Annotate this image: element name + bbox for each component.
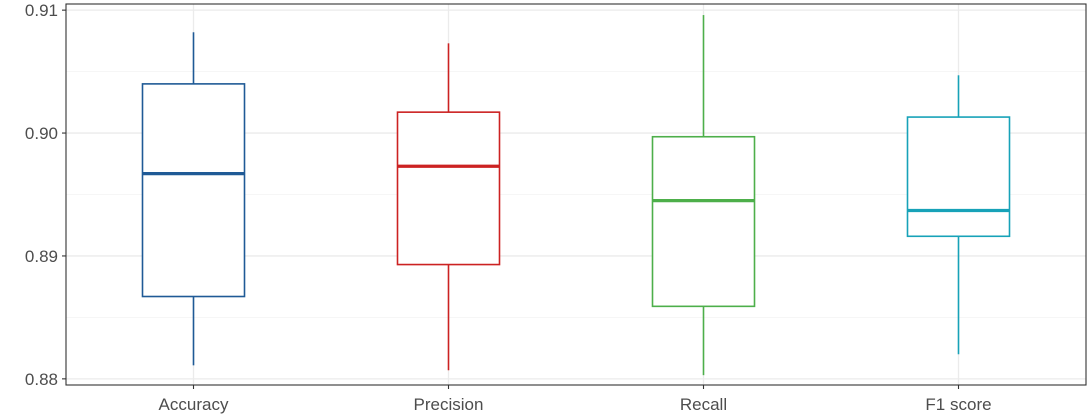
box-iqr — [651, 135, 756, 308]
y-tick-label: 0.89 — [25, 247, 58, 266]
y-tick-label: 0.91 — [25, 1, 58, 20]
y-tick-label: 0.90 — [25, 124, 58, 143]
box-iqr — [396, 111, 501, 266]
x-tick-label: Precision — [414, 395, 484, 414]
x-tick-label: Accuracy — [159, 395, 229, 414]
y-tick-label: 0.88 — [25, 370, 58, 389]
box-iqr — [906, 116, 1011, 238]
panel-border — [65, 3, 1087, 386]
x-tick-label: Recall — [680, 395, 727, 414]
box-iqr — [141, 83, 246, 298]
x-tick-label: F1 score — [925, 395, 991, 414]
